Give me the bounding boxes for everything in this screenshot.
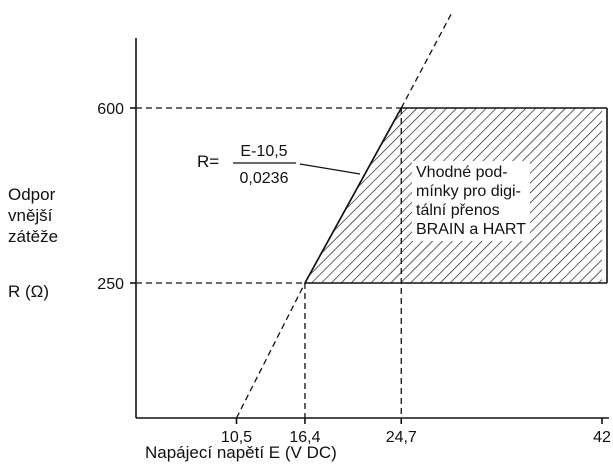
y-axis-label-line: vnější [8, 206, 53, 225]
x-tick-label: 24,7 [386, 429, 417, 446]
y-axis-label-line: Odpor [8, 185, 56, 204]
formula-denominator: 0,0236 [240, 170, 289, 187]
y-axis-label: Odpor vnější zátěže R (Ω) [8, 184, 58, 302]
y-tick-label: 250 [97, 276, 124, 293]
region-label: Vhodné pod- mínky pro digi- tální přenos… [412, 161, 530, 241]
formula-leader-line [299, 163, 361, 175]
region-label-line: mínky pro digi- [416, 183, 521, 200]
region-label-line: tální přenos [416, 202, 500, 219]
x-tick-label: 16,4 [289, 429, 320, 446]
series-line-region-edge [304, 107, 403, 284]
y-axis-symbol: R (Ω) [8, 282, 50, 301]
x-axis-label: Napájecí napětí E (V DC) [145, 443, 337, 462]
formula-numerator: E-10,5 [240, 143, 287, 160]
y-axis-label-line: zátěže [8, 227, 59, 246]
series-line-lower [235, 282, 306, 419]
x-tick-label: 10,5 [221, 429, 252, 446]
formula-lhs: R= [197, 152, 219, 171]
x-tick-label: 42 [593, 429, 611, 446]
series-line-upper [400, 11, 453, 109]
y-tick-label: 600 [97, 101, 124, 118]
region-label-line: BRAIN a HART [416, 221, 526, 238]
region-label-line: Vhodné pod- [416, 164, 508, 181]
